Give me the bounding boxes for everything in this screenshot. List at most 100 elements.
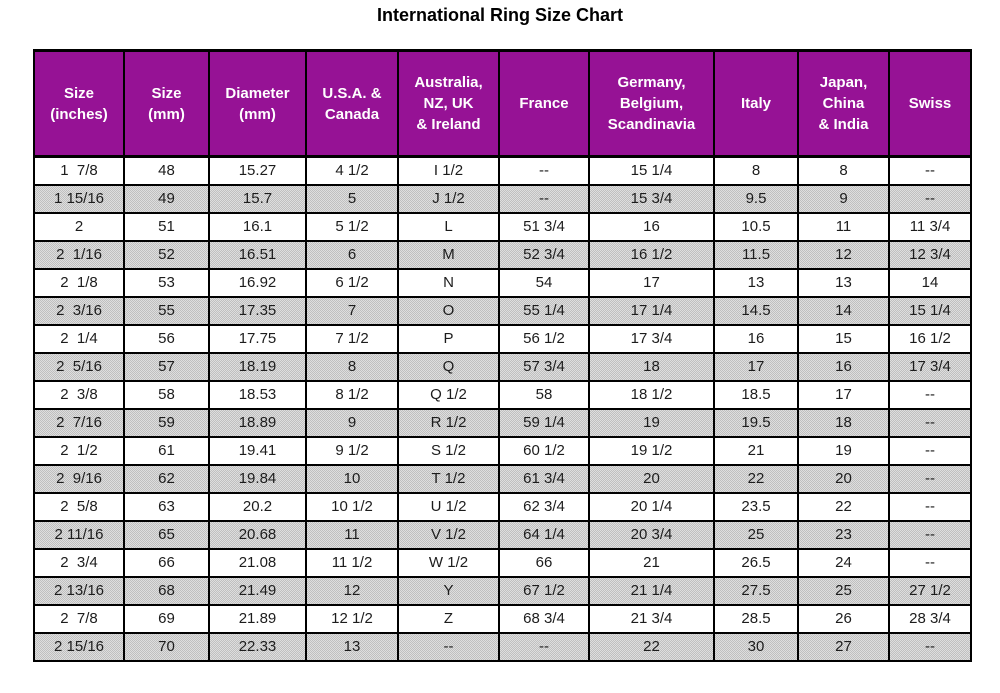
table-cell-france: 54 xyxy=(498,268,590,298)
table-cell-germany-belgium-scandinavia: 19 xyxy=(588,408,715,438)
table-cell-diameter-mm: 21.89 xyxy=(208,604,307,634)
column-header-size-inches: Size (inches) xyxy=(33,49,125,158)
table-cell-italy: 25 xyxy=(713,520,799,550)
table-cell-size-mm: 70 xyxy=(123,632,210,662)
table-row: 2 7/16 59 18.89 9 R 1/2 59 1/4 19 19.5 18 -- xyxy=(33,408,972,438)
table-cell-usa-canada: 11 1/2 xyxy=(305,548,399,578)
column-header-italy: Italy xyxy=(713,49,799,158)
table-cell-australia-nz-uk-ireland: P xyxy=(397,324,500,354)
table-cell-size-inches: 2 3/8 xyxy=(33,380,125,410)
column-header-australia-nz-uk-ireland: Australia, NZ, UK & Ireland xyxy=(397,49,500,158)
table-cell-france: 56 1/2 xyxy=(498,324,590,354)
table-cell-diameter-mm: 18.19 xyxy=(208,352,307,382)
table-cell-japan-china-india: 24 xyxy=(797,548,890,578)
table-cell-australia-nz-uk-ireland: Z xyxy=(397,604,500,634)
table-cell-swiss: -- xyxy=(888,155,972,186)
table-cell-japan-china-india: 9 xyxy=(797,184,890,214)
table-cell-size-inches: 2 3/4 xyxy=(33,548,125,578)
table-cell-japan-china-india: 23 xyxy=(797,520,890,550)
table-cell-usa-canada: 12 1/2 xyxy=(305,604,399,634)
table-cell-size-mm: 58 xyxy=(123,380,210,410)
table-cell-australia-nz-uk-ireland: V 1/2 xyxy=(397,520,500,550)
table-cell-swiss: 12 3/4 xyxy=(888,240,972,270)
table-cell-diameter-mm: 16.92 xyxy=(208,268,307,298)
table-cell-diameter-mm: 15.7 xyxy=(208,184,307,214)
table-cell-australia-nz-uk-ireland: R 1/2 xyxy=(397,408,500,438)
table-row: 2 5/8 63 20.2 10 1/2 U 1/2 62 3/4 20 1/4 23.5 22… xyxy=(33,492,972,522)
table-row: 2 9/16 62 19.84 10 T 1/2 61 3/4 20 22 20 -- xyxy=(33,464,972,494)
table-cell-size-inches: 2 1/2 xyxy=(33,436,125,466)
table-cell-size-inches: 2 11/16 xyxy=(33,520,125,550)
table-cell-germany-belgium-scandinavia: 16 1/2 xyxy=(588,240,715,270)
column-header-swiss: Swiss xyxy=(888,49,972,158)
table-cell-france: 55 1/4 xyxy=(498,296,590,326)
table-cell-australia-nz-uk-ireland: Y xyxy=(397,576,500,606)
table-cell-usa-canada: 7 xyxy=(305,296,399,326)
table-row: 2 51 16.1 5 1/2 L 51 3/4 16 10.5 11 11 3/4 xyxy=(33,212,972,242)
table-cell-australia-nz-uk-ireland: S 1/2 xyxy=(397,436,500,466)
table-cell-diameter-mm: 16.1 xyxy=(208,212,307,242)
table-cell-diameter-mm: 18.89 xyxy=(208,408,307,438)
table-cell-size-mm: 61 xyxy=(123,436,210,466)
table-cell-japan-china-india: 27 xyxy=(797,632,890,662)
table-cell-size-inches: 2 5/8 xyxy=(33,492,125,522)
table-cell-australia-nz-uk-ireland: -- xyxy=(397,632,500,662)
table-cell-france: -- xyxy=(498,155,590,186)
table-cell-france: 51 3/4 xyxy=(498,212,590,242)
table-cell-size-mm: 65 xyxy=(123,520,210,550)
table-cell-germany-belgium-scandinavia: 20 3/4 xyxy=(588,520,715,550)
column-header-diameter-mm: Diameter (mm) xyxy=(208,49,307,158)
table-row: 2 1/8 53 16.92 6 1/2 N 54 17 13 13 14 xyxy=(33,268,972,298)
table-cell-size-inches: 1 15/16 xyxy=(33,184,125,214)
table-cell-usa-canada: 7 1/2 xyxy=(305,324,399,354)
table-cell-size-inches: 2 13/16 xyxy=(33,576,125,606)
table-row: 1 15/16 49 15.7 5 J 1/2 -- 15 3/4 9.5 9 -- xyxy=(33,184,972,214)
table-cell-germany-belgium-scandinavia: 18 1/2 xyxy=(588,380,715,410)
column-header-france: France xyxy=(498,49,590,158)
table-cell-size-mm: 48 xyxy=(123,155,210,186)
table-cell-australia-nz-uk-ireland: W 1/2 xyxy=(397,548,500,578)
table-cell-size-mm: 59 xyxy=(123,408,210,438)
table-cell-swiss: -- xyxy=(888,408,972,438)
table-row: 2 1/2 61 19.41 9 1/2 S 1/2 60 1/2 19 1/2 21 19 -- xyxy=(33,436,972,466)
table-cell-swiss: -- xyxy=(888,464,972,494)
table-cell-italy: 8 xyxy=(713,155,799,186)
table-cell-size-inches: 2 7/16 xyxy=(33,408,125,438)
table-cell-usa-canada: 8 1/2 xyxy=(305,380,399,410)
table-cell-japan-china-india: 22 xyxy=(797,492,890,522)
table-cell-germany-belgium-scandinavia: 17 xyxy=(588,268,715,298)
table-cell-swiss: 11 3/4 xyxy=(888,212,972,242)
table-cell-size-mm: 52 xyxy=(123,240,210,270)
table-cell-italy: 30 xyxy=(713,632,799,662)
table-cell-usa-canada: 10 xyxy=(305,464,399,494)
table-cell-australia-nz-uk-ireland: I 1/2 xyxy=(397,155,500,186)
table-cell-italy: 14.5 xyxy=(713,296,799,326)
table-row: 1 7/8 48 15.27 4 1/2 I 1/2 -- 15 1/4 8 8 -- xyxy=(33,155,972,186)
table-cell-usa-canada: 9 xyxy=(305,408,399,438)
table-cell-italy: 26.5 xyxy=(713,548,799,578)
table-cell-swiss: -- xyxy=(888,632,972,662)
column-header-japan-china-india: Japan, China & India xyxy=(797,49,890,158)
table-cell-diameter-mm: 21.49 xyxy=(208,576,307,606)
table-cell-france: 68 3/4 xyxy=(498,604,590,634)
table-cell-usa-canada: 9 1/2 xyxy=(305,436,399,466)
table-row: 2 15/16 70 22.33 13 -- -- 22 30 27 -- xyxy=(33,632,972,662)
table-cell-size-inches: 2 1/8 xyxy=(33,268,125,298)
table-cell-swiss: -- xyxy=(888,184,972,214)
table-cell-usa-canada: 12 xyxy=(305,576,399,606)
table-cell-size-mm: 53 xyxy=(123,268,210,298)
table-cell-size-inches: 2 15/16 xyxy=(33,632,125,662)
table-cell-swiss: -- xyxy=(888,548,972,578)
table-cell-diameter-mm: 20.2 xyxy=(208,492,307,522)
table-row: 2 3/4 66 21.08 11 1/2 W 1/2 66 21 26.5 24 -- xyxy=(33,548,972,578)
table-cell-france: 58 xyxy=(498,380,590,410)
table-cell-usa-canada: 10 1/2 xyxy=(305,492,399,522)
table-cell-size-mm: 68 xyxy=(123,576,210,606)
table-cell-italy: 9.5 xyxy=(713,184,799,214)
table-cell-germany-belgium-scandinavia: 15 1/4 xyxy=(588,155,715,186)
table-row: 2 5/16 57 18.19 8 Q 57 3/4 18 17 16 17 3/4 xyxy=(33,352,972,382)
table-cell-japan-china-india: 11 xyxy=(797,212,890,242)
table-cell-usa-canada: 6 1/2 xyxy=(305,268,399,298)
table-cell-usa-canada: 5 xyxy=(305,184,399,214)
